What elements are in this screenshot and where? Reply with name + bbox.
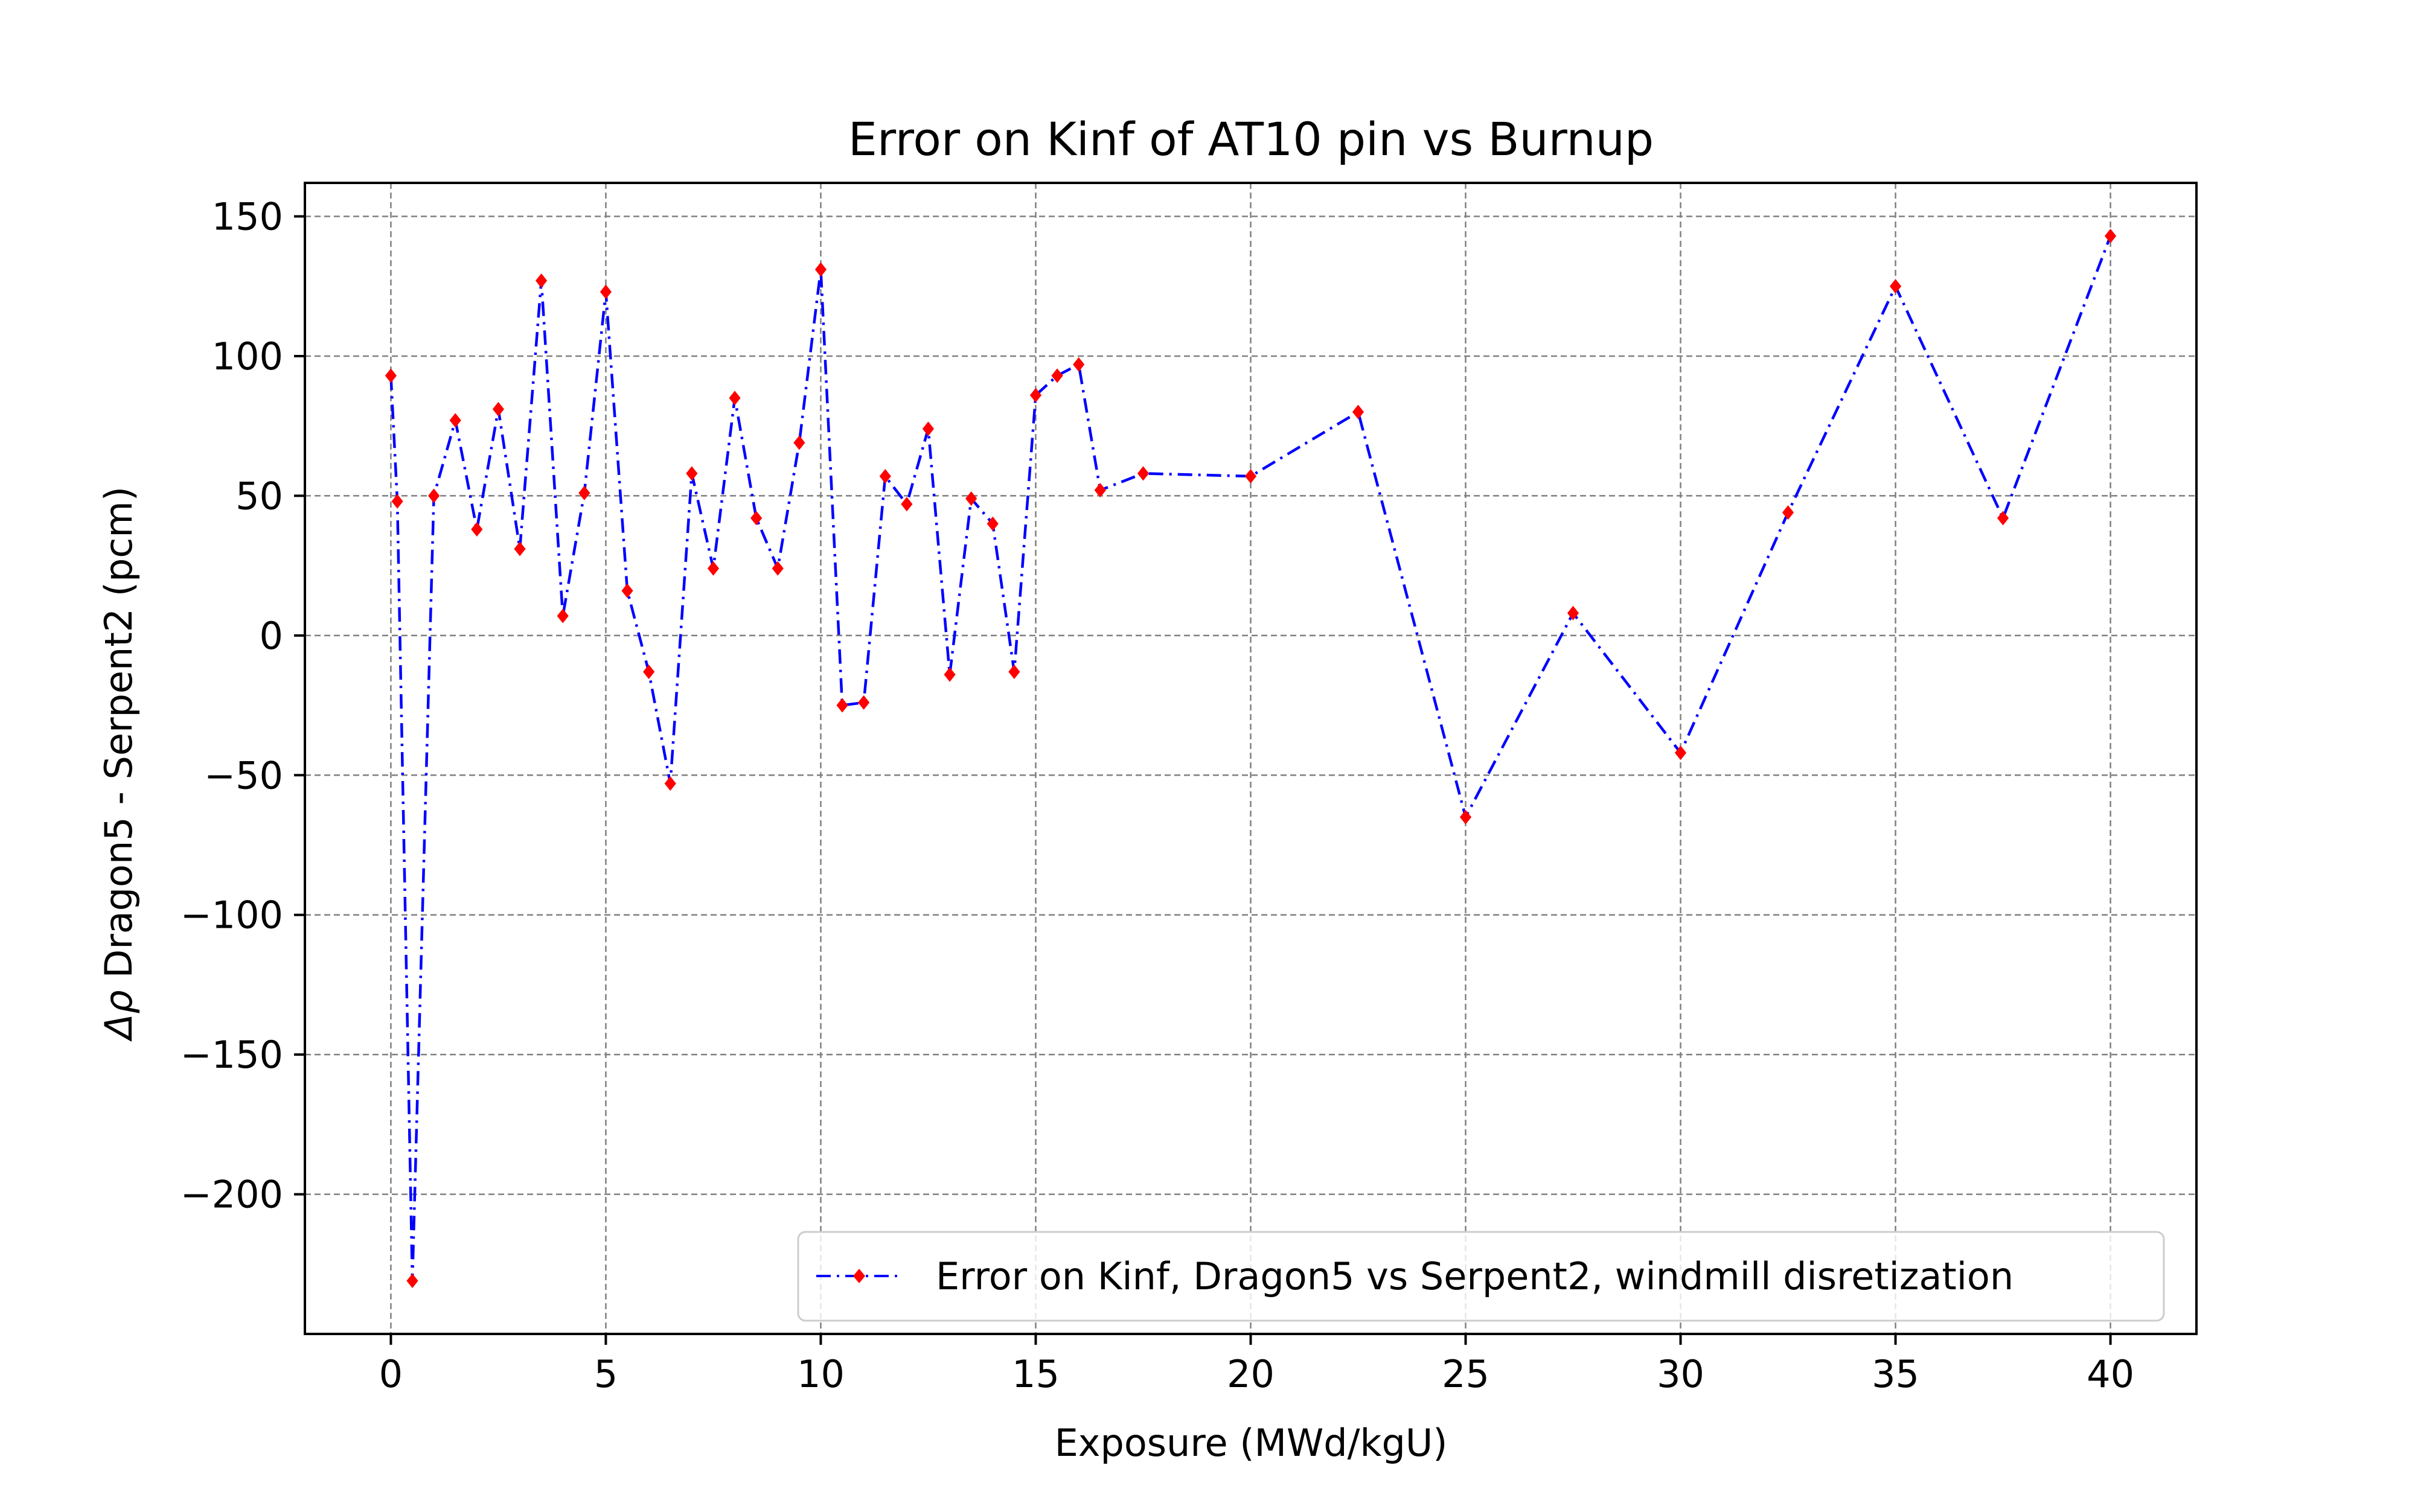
y-tick-label: −100: [181, 893, 283, 937]
data-point-marker: [664, 776, 676, 791]
y-tick-label: −150: [181, 1033, 283, 1077]
data-point-marker: [1459, 809, 1472, 825]
data-point-marker: [858, 695, 870, 710]
data-point-marker: [385, 368, 397, 383]
series-line: [389, 235, 2112, 1283]
data-point-marker: [901, 497, 913, 512]
data-point-marker: [1674, 745, 1687, 761]
data-point-marker: [707, 561, 720, 576]
data-point-marker: [1352, 404, 1364, 419]
x-tick-label: 30: [1657, 1352, 1704, 1396]
x-tick-label: 5: [594, 1352, 618, 1396]
data-point-marker: [686, 466, 698, 481]
data-point-marker: [449, 413, 461, 428]
data-point-marker: [557, 608, 569, 624]
x-tick-label: 35: [1872, 1352, 1919, 1396]
data-point-marker: [922, 421, 935, 436]
data-point-marker: [1029, 388, 1042, 403]
x-tick-label: 0: [379, 1352, 403, 1396]
x-axis-label: Exposure (MWd/kgU): [1055, 1421, 1448, 1465]
data-point-marker: [987, 516, 999, 531]
y-axis-label: Δρ Dragon5 - Serpent2 (pcm): [97, 486, 141, 1042]
series: [385, 228, 2117, 1289]
legend-frame: [797, 1231, 2165, 1322]
axis-ticks: 0 5 10 15 20 25 30 35 40 150 100 50 0 −50 −100 −150 −200: [181, 195, 2134, 1396]
data-point-marker: [1051, 368, 1063, 383]
data-point-marker: [793, 435, 805, 450]
data-point-marker: [406, 1274, 418, 1289]
x-tick-label: 25: [1442, 1352, 1489, 1396]
data-point-marker: [536, 273, 548, 289]
chart-title: Error on Kinf of AT10 pin vs Burnup: [848, 112, 1654, 166]
y-tick-label: 100: [212, 334, 283, 378]
y-tick-label: 50: [235, 474, 283, 518]
y-tick-label: 150: [212, 195, 283, 239]
data-point-marker: [750, 511, 763, 526]
data-point-marker: [729, 391, 741, 406]
x-tick-label: 20: [1227, 1352, 1275, 1396]
data-point-marker: [643, 665, 655, 680]
y-axis-label-symbol: Δρ: [97, 990, 141, 1042]
y-axis-label-text: Dragon5 - Serpent2 (pcm): [97, 486, 141, 978]
data-point-marker: [578, 485, 590, 500]
data-point-marker: [879, 469, 891, 484]
data-point-marker: [600, 284, 612, 299]
data-point-marker: [1244, 469, 1257, 484]
data-point-marker: [1782, 505, 1794, 520]
data-point-marker: [1997, 511, 2009, 526]
data-point-marker: [391, 494, 403, 509]
data-point-marker: [1889, 279, 1902, 294]
data-point-marker: [1073, 357, 1085, 372]
x-tick-label: 15: [1012, 1352, 1060, 1396]
legend: Error on Kinf, Dragon5 vs Serpent2, wind…: [797, 1231, 2165, 1322]
grid: [305, 183, 2196, 1334]
data-point-marker: [1137, 466, 1150, 481]
data-point-marker: [471, 522, 483, 537]
data-point-marker: [621, 583, 633, 598]
data-point-marker: [2104, 228, 2117, 243]
data-point-marker: [428, 488, 440, 503]
x-tick-label: 40: [2087, 1352, 2134, 1396]
legend-label: Error on Kinf, Dragon5 vs Serpent2, wind…: [936, 1254, 2014, 1298]
y-tick-label: 0: [260, 614, 283, 658]
data-point-marker: [836, 698, 848, 713]
legend-marker-swatch: [853, 1269, 865, 1283]
data-point-marker: [514, 541, 526, 557]
data-point-marker: [965, 491, 977, 506]
data-point-marker: [814, 262, 827, 277]
y-tick-label: −200: [181, 1173, 283, 1217]
y-tick-label: −50: [204, 753, 283, 797]
data-point-marker: [772, 561, 784, 576]
data-point-marker: [1008, 665, 1020, 680]
data-point-marker: [492, 401, 505, 416]
data-point-marker: [1567, 605, 1579, 620]
data-point-marker: [1094, 483, 1106, 498]
x-tick-label: 10: [797, 1352, 845, 1396]
data-point-marker: [944, 667, 956, 682]
